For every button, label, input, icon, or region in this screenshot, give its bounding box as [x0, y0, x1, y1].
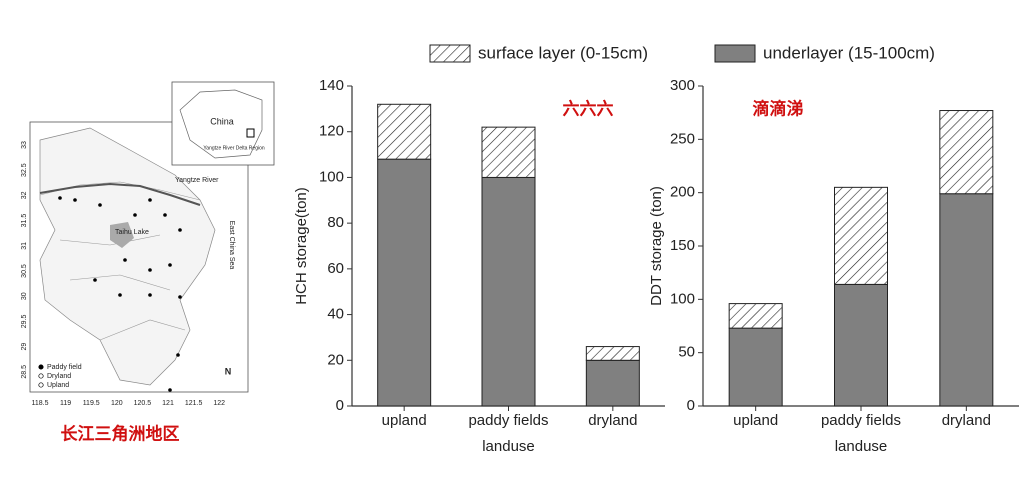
map-site: [163, 213, 167, 217]
map-label: Taihu Lake: [115, 229, 149, 236]
y-tick-label: 100: [670, 290, 695, 307]
map-y-tick: 31: [21, 242, 28, 250]
map-legend-label: Paddy field: [47, 364, 82, 371]
y-tick-label: 60: [327, 260, 344, 277]
x-axis-label: landuse: [482, 438, 535, 455]
map-site: [58, 196, 62, 200]
x-tick-label: paddy fields: [821, 412, 901, 429]
map-borders: [39, 181, 201, 341]
bar-segment: [481, 126, 536, 178]
annotation: 滴滴涕: [753, 99, 804, 120]
map-x-tick: 119.5: [83, 400, 100, 407]
map-label: Yangtze River Delta Region: [203, 145, 265, 151]
map-label: Yangtze River: [175, 177, 219, 184]
map-label: East China Sea: [228, 221, 235, 270]
map-legend-symbol: [38, 382, 44, 388]
y-tick-label: 20: [327, 351, 344, 368]
map-lake: [110, 222, 134, 248]
map: China Yangtze River East China Sea Taihu…: [29, 81, 275, 445]
inset-region: [246, 128, 255, 138]
bar-segment: [834, 283, 888, 407]
map-site: [133, 213, 137, 217]
map-river: [39, 182, 201, 206]
map-land: [39, 127, 216, 386]
x-tick-label: paddy fields: [468, 412, 548, 429]
map-site: [118, 293, 122, 297]
map-site: [98, 203, 102, 207]
legend-swatch: [714, 44, 756, 63]
bar-segment: [585, 359, 640, 407]
y-tick-label: 50: [678, 344, 695, 361]
map-site: [148, 198, 152, 202]
map-y-tick: 30: [21, 292, 28, 300]
map-legend-label: Upland: [47, 382, 69, 389]
annotation: 六六六: [563, 99, 614, 120]
map-x-tick: 121.5: [185, 400, 203, 407]
map-legend: Paddy field Dryland Upland: [38, 364, 82, 389]
map-site: [148, 293, 152, 297]
map-legend-symbol: [38, 364, 44, 370]
y-axis-label: HCH storage(ton): [293, 187, 310, 305]
map-y-tick: 28.5: [21, 365, 28, 379]
map-y-tick: 30.5: [21, 264, 28, 278]
y-tick-label: 0: [687, 397, 695, 414]
bar-segment: [585, 346, 640, 361]
map-x-tick: 121: [162, 400, 174, 407]
map-legend-symbol: [38, 373, 44, 379]
y-tick-label: 250: [670, 130, 695, 147]
bar-segment: [728, 327, 783, 407]
map-site: [176, 353, 180, 357]
map-legend-label: Dryland: [47, 373, 71, 380]
map-x-tick: 122: [213, 400, 225, 407]
map-x-tick: 118.5: [32, 400, 49, 407]
bar-segment: [939, 193, 994, 407]
bar-segment: [377, 158, 432, 407]
map-site: [123, 258, 127, 262]
map-site: [148, 268, 152, 272]
map-site: [93, 278, 97, 282]
y-axis-label: DDT storage (ton): [648, 186, 665, 306]
inset-china: [179, 89, 263, 159]
y-tick-label: 40: [327, 306, 344, 323]
x-tick-label: upland: [733, 412, 778, 429]
map-site: [178, 295, 182, 299]
map-x-tick: 119: [60, 400, 71, 407]
x-tick-label: upland: [382, 412, 427, 429]
map-site: [168, 388, 172, 392]
bar-segment: [481, 176, 536, 407]
bar-segment: [834, 186, 888, 285]
x-tick-label: dryland: [942, 412, 991, 429]
map-y-tick: 32: [21, 191, 28, 199]
legend-swatch: [429, 44, 471, 63]
map-x-tick: 120.5: [134, 400, 152, 407]
y-tick-label: 200: [670, 184, 695, 201]
north-arrow: N: [225, 366, 232, 376]
x-axis-label: landuse: [835, 438, 888, 455]
map-label: China: [210, 116, 234, 126]
y-tick-label: 140: [319, 77, 344, 94]
legend-label: surface layer (0-15cm): [478, 43, 648, 62]
map-y-tick: 33: [21, 141, 28, 149]
y-tick-label: 150: [670, 237, 695, 254]
map-x-tick: 120: [111, 400, 123, 407]
x-tick-label: dryland: [588, 412, 637, 429]
bar-segment: [377, 103, 432, 160]
legend-label: underlayer (15-100cm): [763, 43, 935, 62]
y-tick-label: 0: [336, 397, 344, 414]
map-site: [178, 228, 182, 232]
y-tick-label: 100: [319, 168, 344, 185]
map-y-tick: 29.5: [21, 314, 28, 328]
y-tick-label: 120: [319, 123, 344, 140]
y-tick-label: 80: [327, 214, 344, 231]
map-y-tick: 31.5: [21, 214, 28, 228]
map-y-tick: 32.5: [21, 163, 28, 177]
bar-segment: [728, 303, 783, 329]
map-caption: 长江三角洲地区: [61, 424, 180, 445]
map-y-tick: 29: [21, 343, 28, 351]
map-site: [168, 263, 172, 267]
bar-segment: [939, 110, 994, 195]
map-site: [73, 198, 77, 202]
y-tick-label: 300: [670, 77, 695, 94]
